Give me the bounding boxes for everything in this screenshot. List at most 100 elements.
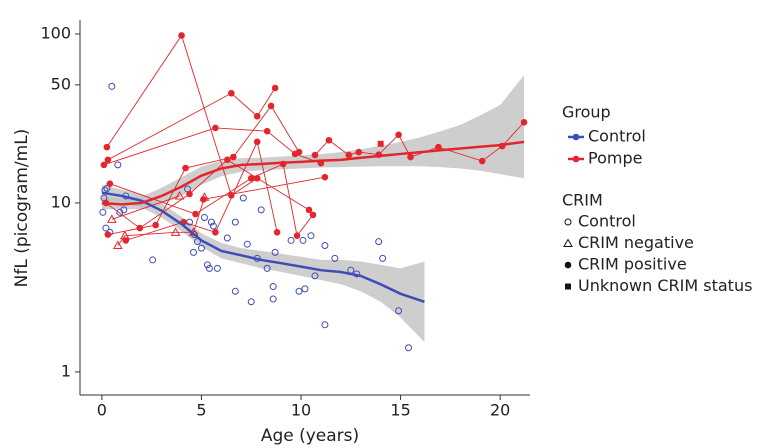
point [102, 224, 110, 232]
point [231, 218, 239, 226]
point [305, 206, 313, 214]
point [435, 143, 442, 151]
point [247, 298, 255, 306]
legend-label: Unknown CRIM status [578, 276, 752, 295]
y-tick-label: 100 [40, 23, 71, 42]
point [253, 138, 261, 146]
point [213, 264, 221, 272]
legend-marker [563, 238, 573, 247]
point [269, 283, 277, 291]
point [199, 192, 210, 201]
point [267, 102, 275, 110]
x-tick-label: 5 [196, 401, 206, 420]
point [200, 214, 208, 222]
point [205, 264, 213, 272]
point [331, 254, 339, 262]
point [100, 161, 108, 169]
point [223, 234, 231, 242]
point [478, 157, 486, 165]
point [307, 232, 315, 240]
point [104, 156, 112, 164]
point [263, 127, 271, 135]
point [309, 211, 317, 219]
point [106, 214, 117, 223]
point [247, 174, 255, 182]
legend-title: Group [562, 103, 611, 122]
point [301, 285, 309, 293]
point [239, 194, 247, 202]
fit-line [101, 191, 425, 303]
point [257, 206, 265, 214]
subject-line [106, 34, 258, 196]
point [99, 208, 107, 216]
point [311, 151, 319, 159]
point [325, 136, 333, 144]
point [321, 173, 329, 181]
point [112, 240, 123, 249]
point [209, 222, 217, 230]
point [119, 230, 130, 240]
point [197, 244, 205, 252]
point [149, 256, 157, 264]
point [321, 321, 329, 329]
point [228, 191, 235, 199]
point [407, 153, 414, 161]
point [321, 241, 329, 249]
point [395, 307, 403, 315]
point [311, 272, 319, 280]
legend-marker [564, 261, 572, 269]
legend-title: CRIM [562, 191, 603, 210]
point [405, 344, 413, 352]
legend-label: CRIM positive [578, 255, 687, 274]
legend-label: Control [588, 127, 646, 146]
point [106, 180, 114, 187]
x-axis-title: Age (years) [261, 426, 359, 446]
fit-line [101, 140, 525, 206]
point [182, 164, 189, 172]
point [152, 221, 159, 229]
fits [101, 140, 525, 303]
point [243, 240, 251, 248]
point [520, 119, 528, 126]
point [136, 224, 144, 232]
point [224, 156, 231, 164]
point [108, 82, 116, 90]
x-tick-label: 15 [390, 401, 410, 420]
point [170, 227, 181, 236]
subject-line [109, 163, 314, 237]
y-tick-label: 10 [51, 192, 71, 211]
point [174, 190, 185, 200]
point [192, 210, 199, 218]
point [203, 261, 211, 269]
point [178, 32, 185, 39]
point [345, 151, 353, 159]
subject-line [107, 105, 300, 235]
legend-dot [572, 155, 580, 163]
point [295, 287, 303, 295]
x-tick-label: 0 [97, 401, 107, 420]
legend-label: Pompe [588, 149, 642, 168]
bands [101, 75, 525, 343]
legend-marker [565, 283, 571, 290]
point [114, 161, 122, 169]
point [253, 112, 261, 120]
point [189, 248, 197, 256]
point [263, 264, 271, 272]
point [287, 236, 295, 244]
point [269, 295, 277, 303]
x-tick-label: 20 [490, 401, 510, 420]
point [299, 236, 307, 244]
legend-dot [572, 133, 580, 141]
confidence-band [101, 75, 525, 210]
point [273, 229, 281, 236]
subject-line [111, 195, 180, 220]
point [253, 174, 261, 182]
points [99, 32, 528, 352]
legend-label: Control [578, 212, 636, 231]
point [295, 148, 303, 156]
point [103, 143, 111, 151]
y-tick-label: 1 [61, 361, 71, 380]
point [212, 229, 219, 236]
point [395, 131, 402, 139]
